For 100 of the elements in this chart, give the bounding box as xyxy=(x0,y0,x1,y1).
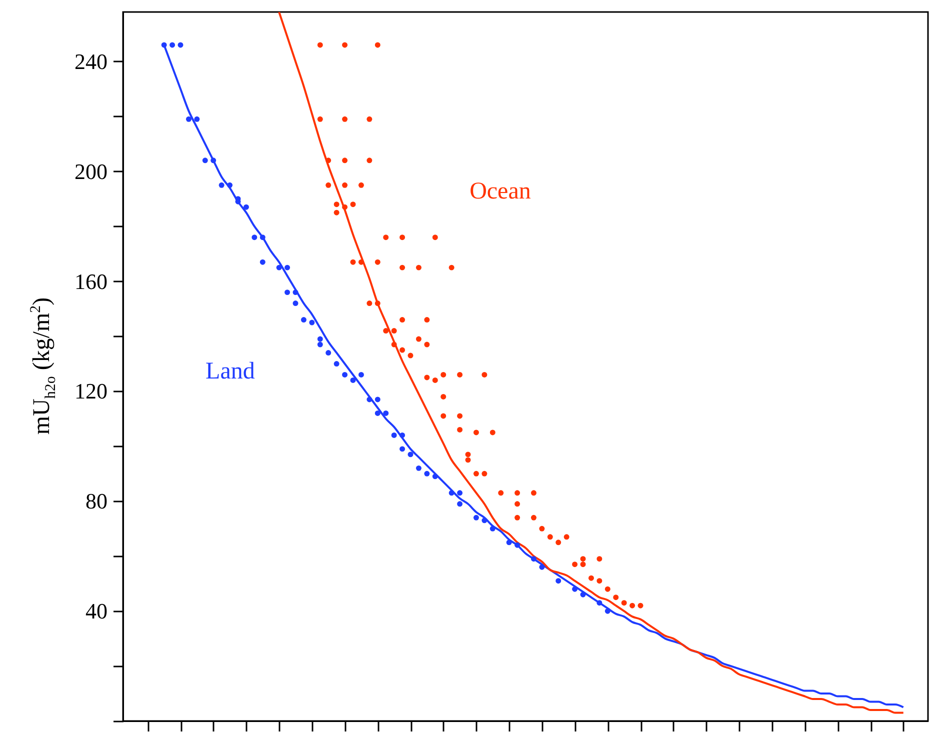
point xyxy=(530,490,536,496)
point xyxy=(350,259,356,265)
point xyxy=(186,116,192,122)
point xyxy=(300,317,306,323)
point xyxy=(284,264,290,270)
point xyxy=(630,602,636,608)
point xyxy=(432,234,438,240)
point xyxy=(202,158,208,164)
point xyxy=(317,116,323,122)
point xyxy=(408,452,414,458)
point xyxy=(448,264,454,270)
point xyxy=(243,204,249,210)
point xyxy=(317,336,323,342)
point xyxy=(457,372,463,378)
point xyxy=(473,514,479,520)
point xyxy=(473,430,479,436)
point xyxy=(400,347,406,353)
point xyxy=(547,534,553,540)
point xyxy=(383,234,389,240)
point xyxy=(374,300,380,306)
series-label: Ocean xyxy=(470,178,531,204)
point xyxy=(448,490,454,496)
point xyxy=(482,372,488,378)
point xyxy=(465,452,471,458)
point xyxy=(482,470,488,476)
point xyxy=(170,42,176,48)
point xyxy=(374,396,380,402)
point xyxy=(342,372,348,378)
point xyxy=(342,182,348,188)
point xyxy=(358,182,364,188)
point xyxy=(473,470,479,476)
point xyxy=(292,290,298,296)
point xyxy=(227,182,233,188)
point xyxy=(514,542,520,548)
point xyxy=(556,578,562,584)
point xyxy=(358,259,364,265)
point xyxy=(539,526,545,532)
point xyxy=(588,575,594,581)
point xyxy=(604,608,610,614)
point xyxy=(400,432,406,438)
point xyxy=(218,182,224,188)
point xyxy=(326,158,332,164)
point xyxy=(580,592,586,598)
y-tick-label: 80 xyxy=(86,488,108,514)
point xyxy=(490,430,496,436)
point xyxy=(400,317,406,323)
point xyxy=(260,234,266,240)
point xyxy=(416,264,422,270)
point xyxy=(342,116,348,122)
point xyxy=(424,374,430,380)
point xyxy=(358,372,364,378)
point xyxy=(383,328,389,334)
point xyxy=(374,42,380,48)
point xyxy=(514,490,520,496)
point xyxy=(292,300,298,306)
point xyxy=(334,202,340,208)
point xyxy=(350,202,356,208)
point xyxy=(638,602,644,608)
point xyxy=(391,342,397,348)
point xyxy=(432,378,438,383)
point xyxy=(334,361,340,366)
point xyxy=(498,490,504,496)
point xyxy=(613,594,619,600)
point xyxy=(342,42,348,48)
y-tick-label: 200 xyxy=(74,158,108,184)
line-series xyxy=(278,12,904,714)
point xyxy=(350,378,356,383)
point xyxy=(366,158,372,164)
y-tick-label: 160 xyxy=(74,268,108,294)
point xyxy=(161,42,167,48)
point xyxy=(374,259,380,265)
point xyxy=(596,578,602,584)
point xyxy=(400,446,406,452)
point xyxy=(326,182,332,188)
point xyxy=(260,259,266,265)
point xyxy=(210,158,216,164)
point xyxy=(416,336,422,342)
point xyxy=(457,426,463,432)
point xyxy=(408,352,414,358)
point xyxy=(317,42,323,48)
text: Land xyxy=(206,358,255,385)
point xyxy=(334,210,340,216)
point xyxy=(596,600,602,606)
point xyxy=(572,586,578,592)
y-tick-label: 240 xyxy=(74,48,108,74)
point xyxy=(374,410,380,416)
point xyxy=(530,514,536,520)
point xyxy=(194,116,200,122)
point xyxy=(440,413,446,419)
point xyxy=(556,540,562,546)
point xyxy=(366,116,372,122)
point xyxy=(490,526,496,532)
point xyxy=(400,264,406,270)
y-tick-label: 40 xyxy=(86,598,108,624)
point xyxy=(432,474,438,480)
point xyxy=(366,396,372,402)
point xyxy=(317,342,323,348)
point xyxy=(391,432,397,438)
point xyxy=(564,534,570,540)
point xyxy=(457,413,463,419)
